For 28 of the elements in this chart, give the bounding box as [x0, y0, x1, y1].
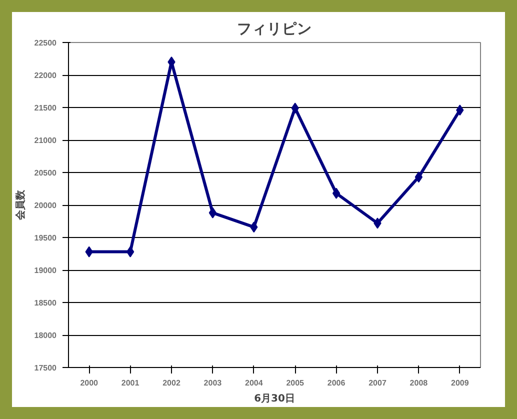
y-tick-label: 20500 — [34, 168, 58, 178]
y-tick-label: 21000 — [34, 136, 58, 145]
y-tick-label: 21500 — [34, 104, 58, 112]
x-tick-label: 2004 — [245, 378, 264, 388]
y-tick-label: 19000 — [34, 266, 58, 275]
y-tick-label: 18500 — [34, 298, 58, 308]
y-tick-label: 17500 — [34, 364, 58, 372]
x-tick-label: 2008 — [410, 378, 428, 388]
point — [126, 246, 134, 258]
x-tick-label: 2000 — [80, 378, 99, 388]
point — [332, 188, 340, 199]
y-tick-label: 22500 — [34, 38, 58, 48]
y-tick-label: 19500 — [34, 234, 58, 242]
x-tick-label: 2006 — [327, 378, 346, 388]
point — [414, 172, 423, 183]
y-tick-label: 22000 — [34, 71, 58, 80]
x-axis-title: 6月30日 — [254, 394, 295, 404]
x-tick-label: 2003 — [204, 378, 222, 388]
y-tick-label: 20000 — [34, 201, 58, 210]
x-tick-label: 2007 — [368, 378, 387, 388]
y-tick-label: 18000 — [34, 331, 58, 340]
x-tick-label: 2009 — [451, 378, 470, 388]
x-tick-label: 2001 — [121, 378, 140, 388]
point — [208, 207, 217, 218]
x-tick-label: 2005 — [286, 378, 305, 388]
chart-title: フィリピン — [237, 20, 312, 38]
x-tick-label: 2002 — [162, 378, 181, 388]
y-axis-title: 会員数 — [14, 189, 26, 221]
